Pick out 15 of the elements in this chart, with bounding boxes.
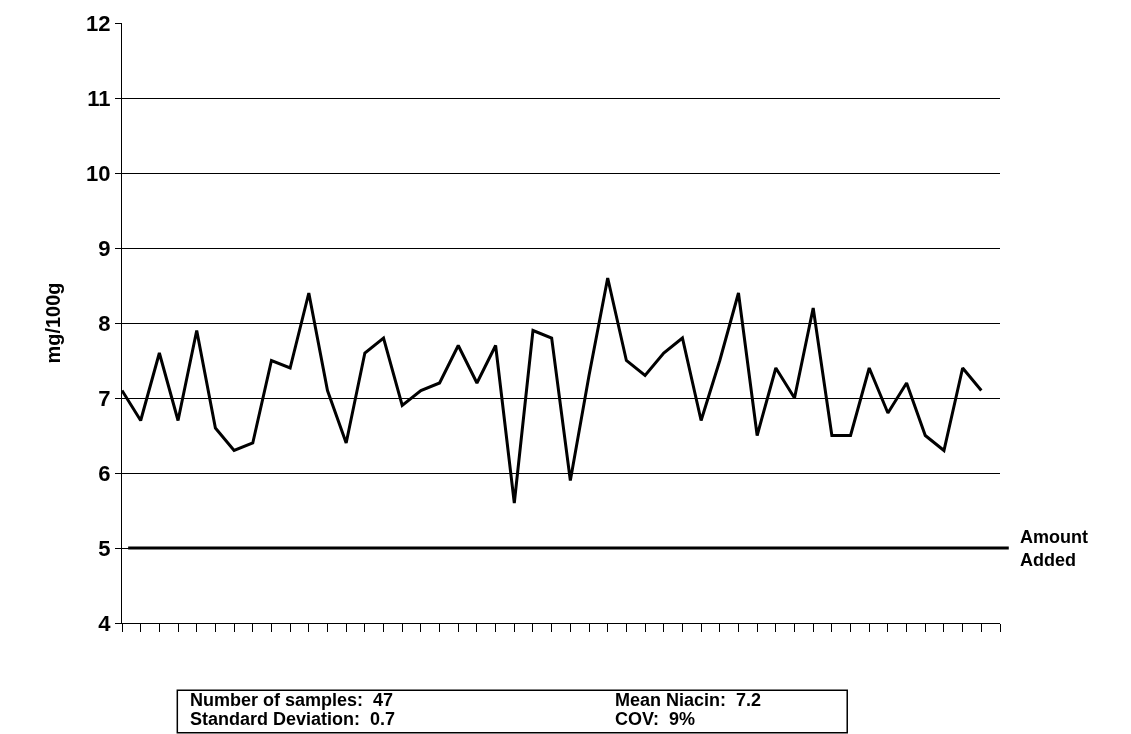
y-tick-label: 4 xyxy=(98,610,112,636)
y-axis-title: mg/100g xyxy=(41,282,64,364)
y-tick-label: 6 xyxy=(98,460,111,486)
y-tick-label: 8 xyxy=(98,310,111,336)
y-tick-label: 5 xyxy=(98,535,111,561)
y-tick-label: 11 xyxy=(87,85,111,111)
text: Standard Deviation: 0.7 xyxy=(190,709,396,729)
text: Mean Niacin: 7.2 xyxy=(615,690,762,710)
y-tick-label: 10 xyxy=(86,160,111,186)
y-tick-label: 12 xyxy=(86,10,111,36)
y-tick-label: 7 xyxy=(98,385,111,411)
ref-line-label: Amount Added xyxy=(1020,527,1088,571)
text: COV: 9% xyxy=(615,709,696,729)
text: Number of samples: 47 xyxy=(190,690,394,710)
y-tick-label: 9 xyxy=(98,235,111,261)
